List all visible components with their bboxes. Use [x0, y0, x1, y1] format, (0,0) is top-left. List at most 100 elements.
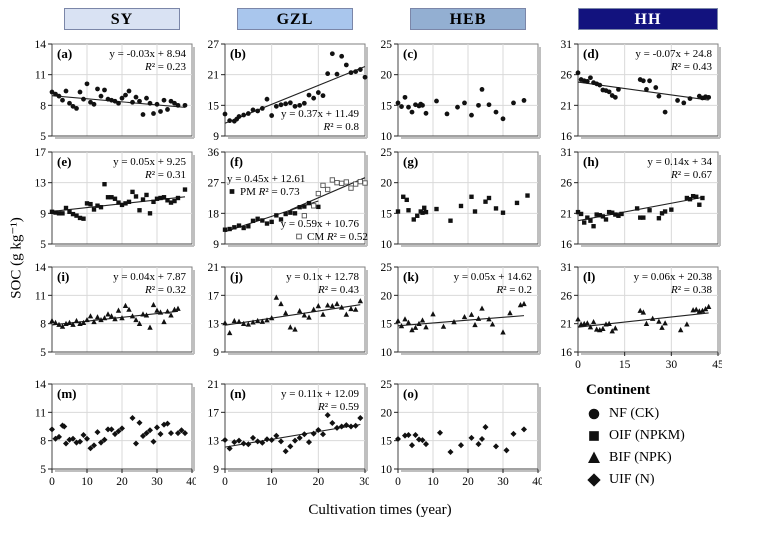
data-point-marker: [83, 435, 91, 442]
r-squared-label: R² = 0.43: [317, 284, 359, 296]
data-point-marker: [87, 313, 94, 319]
data-point-marker: [260, 218, 265, 223]
data-point-marker: [70, 211, 76, 217]
data-point-marker: [353, 181, 359, 187]
data-point-marker: [181, 430, 189, 437]
data-point-marker: [462, 100, 467, 106]
data-point-marker: [108, 313, 115, 319]
data-point-marker: [423, 209, 429, 215]
data-point-marker: [236, 318, 242, 324]
data-point-marker: [585, 215, 590, 220]
data-point-marker: [302, 204, 307, 209]
y-tick-label: 21: [208, 262, 220, 274]
data-point-marker: [325, 71, 331, 77]
data-point-marker: [53, 210, 58, 215]
data-point-marker: [301, 100, 307, 106]
data-point-marker: [59, 323, 66, 329]
x-tick-label: 40: [186, 476, 196, 488]
data-point-marker: [130, 99, 135, 105]
column-header-hh: HH: [578, 8, 718, 30]
data-point-marker: [440, 323, 447, 329]
data-point-marker: [283, 101, 289, 107]
data-points: [301, 177, 368, 219]
y-tick-label: 20: [381, 290, 393, 302]
data-point-marker: [129, 414, 136, 422]
data-point-marker: [479, 86, 485, 92]
data-point-marker: [123, 201, 128, 206]
y-tick-label: 9: [40, 208, 46, 220]
data-point-marker: [399, 104, 404, 109]
data-point-marker: [329, 303, 336, 309]
y-tick-label: 13: [35, 178, 47, 190]
r-squared-label: R² = 0.2: [496, 284, 533, 296]
data-point-marker: [315, 190, 321, 197]
column-header-heb: HEB: [410, 8, 526, 30]
data-point-marker: [329, 419, 336, 426]
panel-c: 10 15 20 25 (c): [381, 39, 541, 143]
data-point-marker: [112, 316, 118, 322]
data-point-marker: [144, 95, 149, 101]
data-point-marker: [150, 438, 157, 445]
legend-item: BIF (NPK): [586, 447, 746, 469]
data-point-marker: [343, 422, 350, 429]
data-point-marker: [116, 200, 121, 205]
trend-line: [577, 312, 709, 328]
data-point-marker: [681, 100, 687, 106]
y-tick-label: 27: [208, 178, 220, 190]
x-tick-label: 20: [116, 476, 128, 488]
data-point-marker: [348, 305, 354, 312]
data-point-marker: [419, 437, 426, 444]
data-point-marker: [606, 209, 612, 215]
data-point-marker: [687, 197, 693, 202]
data-point-marker: [133, 194, 139, 199]
data-point-marker: [241, 112, 247, 118]
data-point-marker: [500, 329, 506, 335]
data-point-marker: [339, 53, 345, 59]
data-point-marker: [292, 103, 298, 109]
data-points: [49, 301, 181, 330]
data-point-marker: [158, 109, 163, 114]
data-point-marker: [575, 316, 581, 322]
y-tick-label: 10: [381, 131, 393, 143]
panel-m: 5 8 11 14 0 10 20 30 40 (m): [35, 379, 197, 488]
data-point-marker: [324, 302, 331, 308]
equation-label: y = 0.05x + 9.25: [113, 156, 186, 168]
data-point-marker: [77, 89, 83, 95]
data-point-marker: [301, 312, 308, 318]
data-point-marker: [222, 111, 228, 117]
data-point-marker: [109, 195, 114, 200]
y-tick-label: 10: [381, 239, 393, 251]
data-point-marker: [119, 202, 125, 208]
data-point-marker: [702, 306, 709, 312]
data-point-marker: [146, 427, 154, 434]
data-point-marker: [612, 94, 618, 100]
data-point-marker: [94, 314, 101, 320]
data-points: [49, 81, 188, 117]
data-point-marker: [483, 199, 488, 204]
data-point-marker: [118, 425, 126, 432]
y-tick-label: 16: [561, 347, 573, 359]
data-point-marker: [140, 197, 146, 202]
data-point-marker: [489, 321, 496, 327]
data-point-marker: [240, 320, 247, 326]
data-points: [222, 294, 364, 336]
data-point-marker: [476, 102, 481, 108]
data-point-marker: [423, 110, 429, 116]
y-tick-label: 16: [561, 239, 573, 251]
x-tick-label: 40: [532, 476, 542, 488]
y-tick-label: 21: [561, 208, 573, 220]
data-point-marker: [656, 93, 662, 99]
data-point-marker: [178, 427, 185, 434]
data-point-marker: [659, 324, 665, 330]
legend-item-label: UIF (N): [609, 472, 655, 487]
legend-item-label: NF (CK): [609, 406, 660, 421]
data-point-marker: [405, 431, 412, 439]
data-point-marker: [479, 305, 485, 311]
panel-letter: (c): [403, 46, 417, 61]
y-tick-label: 10: [381, 464, 393, 476]
data-point-marker: [315, 303, 322, 309]
data-points: [49, 182, 188, 221]
